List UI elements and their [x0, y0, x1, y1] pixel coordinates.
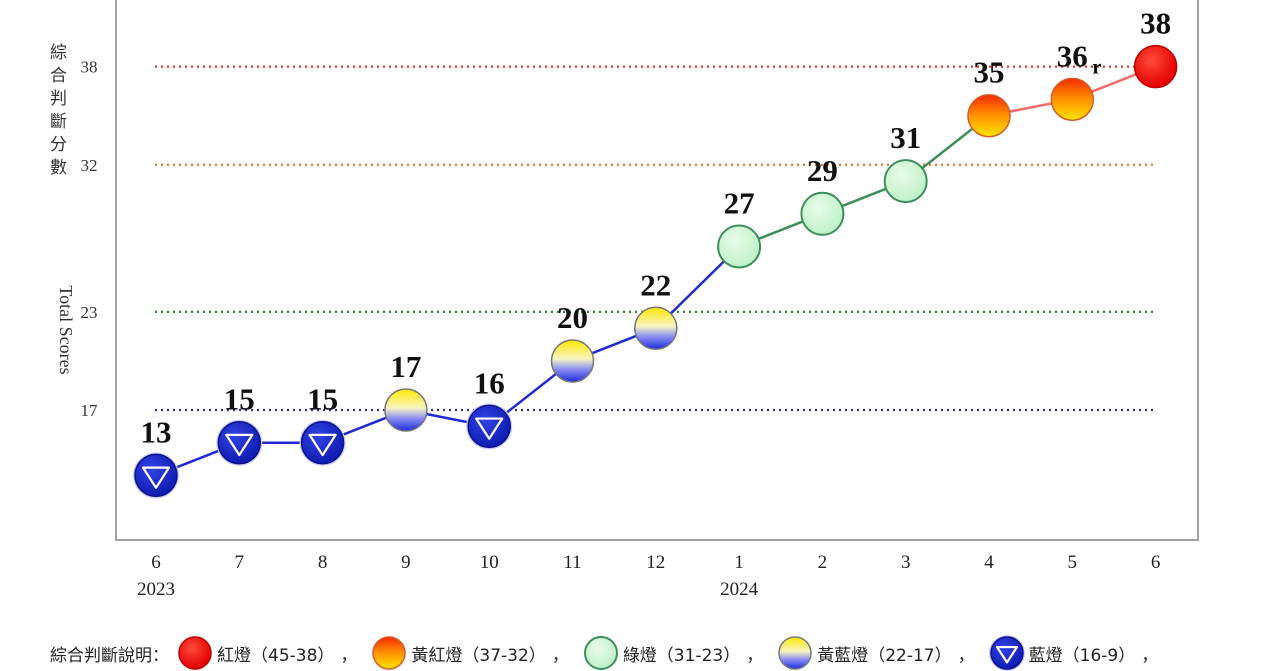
y-axis-label-zh: 綜合判斷分數 [46, 43, 67, 181]
plot-frame [115, 0, 1199, 541]
legend-separator: ， [957, 645, 975, 666]
data-point-green [883, 159, 928, 204]
x-tick-label: 8 [318, 552, 328, 573]
legend-label: 紅燈（45-38） [217, 645, 335, 666]
data-point-yellow-red [967, 93, 1011, 138]
data-label: 20 [557, 300, 588, 335]
data-point-blue [299, 419, 346, 466]
x-tick-label: 9 [401, 552, 411, 573]
legend-label: 黃藍燈（22-17） [817, 645, 952, 666]
x-axis-years: 2023 2024 [137, 579, 759, 600]
data-point-blue [466, 403, 513, 450]
data-point-yellow-blue [550, 339, 595, 383]
data-point-red [1133, 44, 1178, 89]
y-axis-label-en: Total Scores [56, 285, 76, 374]
y-tick-label: 17 [81, 401, 99, 420]
series-markers [133, 44, 1178, 499]
data-label: 17 [390, 349, 421, 384]
data-label: 15 [307, 382, 338, 417]
x-tick-label: 11 [563, 552, 581, 573]
threshold-lines [155, 65, 1157, 412]
data-point-green [800, 191, 845, 236]
legend-separator: ， [746, 645, 764, 666]
legend-item-yellow-red: 黃紅燈（37-32） [371, 635, 546, 671]
legend-label: 黃紅燈（37-32） [411, 645, 546, 666]
legend-separator: ， [1141, 645, 1159, 666]
x-tick-label: 6 [1151, 552, 1161, 573]
x-tick-label: 4 [984, 552, 994, 573]
x-tick-label: 12 [646, 552, 665, 573]
y-tick-label: 23 [81, 303, 98, 322]
legend-swatch-blue-icon [988, 635, 1025, 671]
legend-item-green: 綠燈（31-23） [583, 635, 740, 671]
data-labels: 13 15 15 17 16 20 22 27 29 31 35 36 r 38 [141, 6, 1172, 450]
legend-marker [988, 635, 1025, 671]
data-label: 38 [1140, 6, 1171, 41]
legend: 綜合判斷說明： 紅燈（45-38），黃紅燈（37-32），綠燈（31-23），黃… [50, 635, 1172, 671]
x-tick-label: 10 [480, 552, 499, 573]
data-label: 29 [807, 153, 838, 188]
data-label: 35 [974, 55, 1005, 90]
year-label: 2023 [137, 579, 175, 600]
data-point-yellow-blue [384, 388, 428, 432]
data-point-green [717, 224, 762, 269]
y-axis-ticks: 17 23 32 38 [81, 58, 99, 420]
x-tick-label: 1 [734, 552, 744, 573]
x-tick-label: 7 [235, 552, 245, 573]
legend-label: 綠燈（31-23） [622, 645, 741, 666]
revised-marker: r [1092, 54, 1101, 78]
legend-swatch-green-icon [583, 636, 618, 670]
x-tick-label: 5 [1068, 552, 1078, 573]
data-label: 13 [141, 414, 172, 449]
data-point-blue [133, 452, 179, 499]
legend-separator: ， [340, 645, 358, 666]
legend-marker [178, 636, 212, 670]
y-tick-label: 32 [81, 156, 98, 175]
x-tick-label: 2 [818, 552, 828, 573]
legend-marker [778, 636, 812, 670]
legend-label: 藍燈（16-9） [1028, 645, 1136, 666]
y-tick-label: 38 [81, 58, 98, 77]
data-label: 31 [890, 120, 921, 155]
data-point-yellow-blue [634, 306, 678, 350]
legend-swatch-red-icon [178, 636, 212, 670]
legend-item-blue: 藍燈（16-9） [988, 635, 1136, 671]
data-label: 16 [474, 365, 505, 400]
legend-item-yellow-blue: 黃藍燈（22-17） [777, 635, 952, 671]
x-tick-label: 3 [901, 552, 911, 573]
data-point-yellow-red [1050, 77, 1095, 122]
legend-swatch-yellow-red-icon [372, 636, 407, 670]
data-point-blue [216, 419, 263, 466]
data-label: 15 [224, 382, 255, 417]
legend-title: 綜合判斷說明： [50, 645, 169, 666]
y-axis-label: 綜合判斷分數 Total Scores [46, 43, 76, 375]
x-tick-label: 6 [151, 552, 161, 573]
legend-item-red: 紅燈（45-38） [177, 635, 334, 671]
legend-separator: ， [551, 645, 569, 666]
x-axis-ticks: 6 7 8 9 10 11 12 1 2 3 4 5 6 [151, 552, 1160, 573]
legend-swatch-yellow-blue-icon [778, 636, 812, 670]
data-label: 27 [724, 186, 755, 221]
legend-marker [372, 636, 407, 670]
year-label: 2024 [720, 579, 759, 600]
data-label: 36 [1057, 38, 1088, 73]
data-label: 22 [640, 267, 671, 302]
legend-marker [583, 636, 618, 670]
